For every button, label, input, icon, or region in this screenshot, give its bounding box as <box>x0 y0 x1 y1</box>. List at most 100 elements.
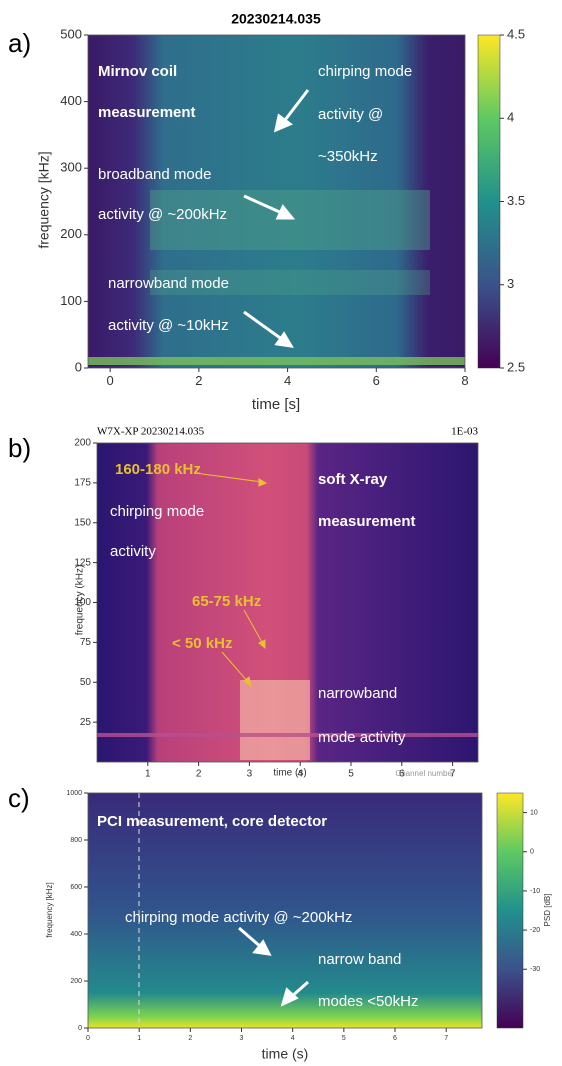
annotation: narrowband <box>318 685 397 702</box>
annotation: soft X-ray <box>318 471 388 488</box>
annotation: 65-75 kHz <box>192 593 261 610</box>
x-tick-label: 3 <box>247 769 253 780</box>
y-tick-label: 125 <box>74 557 91 568</box>
x-tick-label: 8 <box>461 373 468 388</box>
y-tick-label: 400 <box>60 93 82 108</box>
y-tick-label: 100 <box>60 293 82 308</box>
y-tick-label: 800 <box>70 837 82 844</box>
spectrogram <box>88 793 482 1028</box>
arrows <box>194 472 268 688</box>
x-tick-label: 1 <box>137 1035 141 1042</box>
y-tick-label: 0 <box>75 359 82 374</box>
x-tick-label: 7 <box>444 1035 448 1042</box>
y-tick-label: 400 <box>70 931 82 938</box>
x-tick-label: 6 <box>393 1035 397 1042</box>
scale-label: 1E-03 <box>451 426 478 438</box>
y-axis-label: frequency (kHz) <box>75 565 86 636</box>
panel-title: W7X-XP 20230214.035 <box>97 426 205 438</box>
annotation: activity <box>110 543 156 560</box>
x-tick-label: 2 <box>196 769 202 780</box>
spectrogram <box>88 35 465 368</box>
annotation: activity @ ~200kHz <box>98 206 227 223</box>
x-tick-label: 4 <box>297 769 303 780</box>
y-tick-label: 200 <box>70 978 82 985</box>
x-tick-label: 4 <box>291 1035 295 1042</box>
annotation: 160-180 kHz <box>115 461 201 478</box>
annotation: activity @ <box>318 106 383 123</box>
panel-label: a) <box>8 28 31 58</box>
x-tick-label: 2 <box>195 373 202 388</box>
annotation: ~350kHz <box>318 148 378 165</box>
x-axis-label: time (s) <box>262 1046 309 1062</box>
x-tick-label: 6 <box>399 769 405 780</box>
band <box>97 733 478 737</box>
y-tick-label: 600 <box>70 884 82 891</box>
annotation: measurement <box>98 104 196 121</box>
annotation: modes <50kHz <box>318 993 418 1010</box>
plot-frame <box>87 34 466 369</box>
x-tick-label: 0 <box>107 373 114 388</box>
panel-label: c) <box>8 783 30 813</box>
colorbar-label: PSD [dB] <box>543 894 552 927</box>
annotation: Mirnov coil <box>98 63 177 80</box>
annotation: mode activity <box>318 729 406 746</box>
x-tick-label: 2 <box>188 1035 192 1042</box>
y-tick-label: 150 <box>74 517 91 528</box>
annotation: PCI measurement, core detector <box>97 813 327 830</box>
colorbar-tick-label: 3 <box>507 276 514 291</box>
colorbar-tick-label: 4 <box>507 110 514 125</box>
annotation: chirping mode activity @ ~200kHz <box>125 909 352 926</box>
y-tick-label: 75 <box>80 637 92 648</box>
axis-note: Channel number <box>395 769 454 778</box>
colorbar-tick-label: -30 <box>530 966 540 973</box>
x-tick-label: 7 <box>450 769 456 780</box>
y-tick-label: 1000 <box>66 790 82 797</box>
band <box>240 680 310 760</box>
y-tick-label: 175 <box>74 478 91 489</box>
annotation: < 50 kHz <box>172 635 232 652</box>
y-tick-label: 200 <box>74 438 91 449</box>
y-axis-label: frequency [kHz] <box>45 882 54 938</box>
annotation: narrowband mode <box>108 275 229 292</box>
band <box>150 270 430 295</box>
colorbar-tick-label: 0 <box>530 849 534 856</box>
colorbar-tick-label: -10 <box>530 888 540 895</box>
annotation: activity @ ~10kHz <box>108 317 229 334</box>
colorbar <box>496 792 524 1029</box>
annotation: narrow band <box>318 951 401 968</box>
x-tick-label: 1 <box>145 769 151 780</box>
band <box>150 190 430 250</box>
x-tick-label: 5 <box>348 769 354 780</box>
y-tick-label: 25 <box>80 717 92 728</box>
y-tick-label: 500 <box>60 26 82 41</box>
annotation: chirping mode <box>110 503 204 520</box>
colorbar <box>477 34 501 369</box>
colorbar-tick-label: -20 <box>530 927 540 934</box>
plot-frame <box>87 792 483 1029</box>
x-tick-label: 4 <box>284 373 291 388</box>
x-tick-label: 3 <box>240 1035 244 1042</box>
y-tick-label: 300 <box>60 160 82 175</box>
panel-label: b) <box>8 433 31 463</box>
x-tick-label: 6 <box>373 373 380 388</box>
y-tick-label: 0 <box>78 1025 82 1032</box>
colorbar-tick-label: 4.5 <box>507 26 525 41</box>
x-axis-label: time (s) <box>273 768 306 779</box>
x-tick-label: 0 <box>86 1035 90 1042</box>
annotation: chirping mode <box>318 63 412 80</box>
arrows <box>238 89 310 1007</box>
annotation: measurement <box>318 513 416 530</box>
colorbar-tick-label: 2.5 <box>507 359 525 374</box>
x-tick-label: 5 <box>342 1035 346 1042</box>
y-axis-label: frequency [kHz] <box>36 151 52 248</box>
x-axis-label: time [s] <box>252 396 300 413</box>
y-tick-label: 200 <box>60 226 82 241</box>
y-tick-label: 50 <box>80 677 92 688</box>
colorbar-tick-label: 3.5 <box>507 193 525 208</box>
colorbar-tick-label: 10 <box>530 809 538 816</box>
annotation: broadband mode <box>98 166 211 183</box>
y-tick-label: 100 <box>74 597 91 608</box>
panel-title: 20230214.035 <box>231 11 321 27</box>
band <box>88 357 465 365</box>
